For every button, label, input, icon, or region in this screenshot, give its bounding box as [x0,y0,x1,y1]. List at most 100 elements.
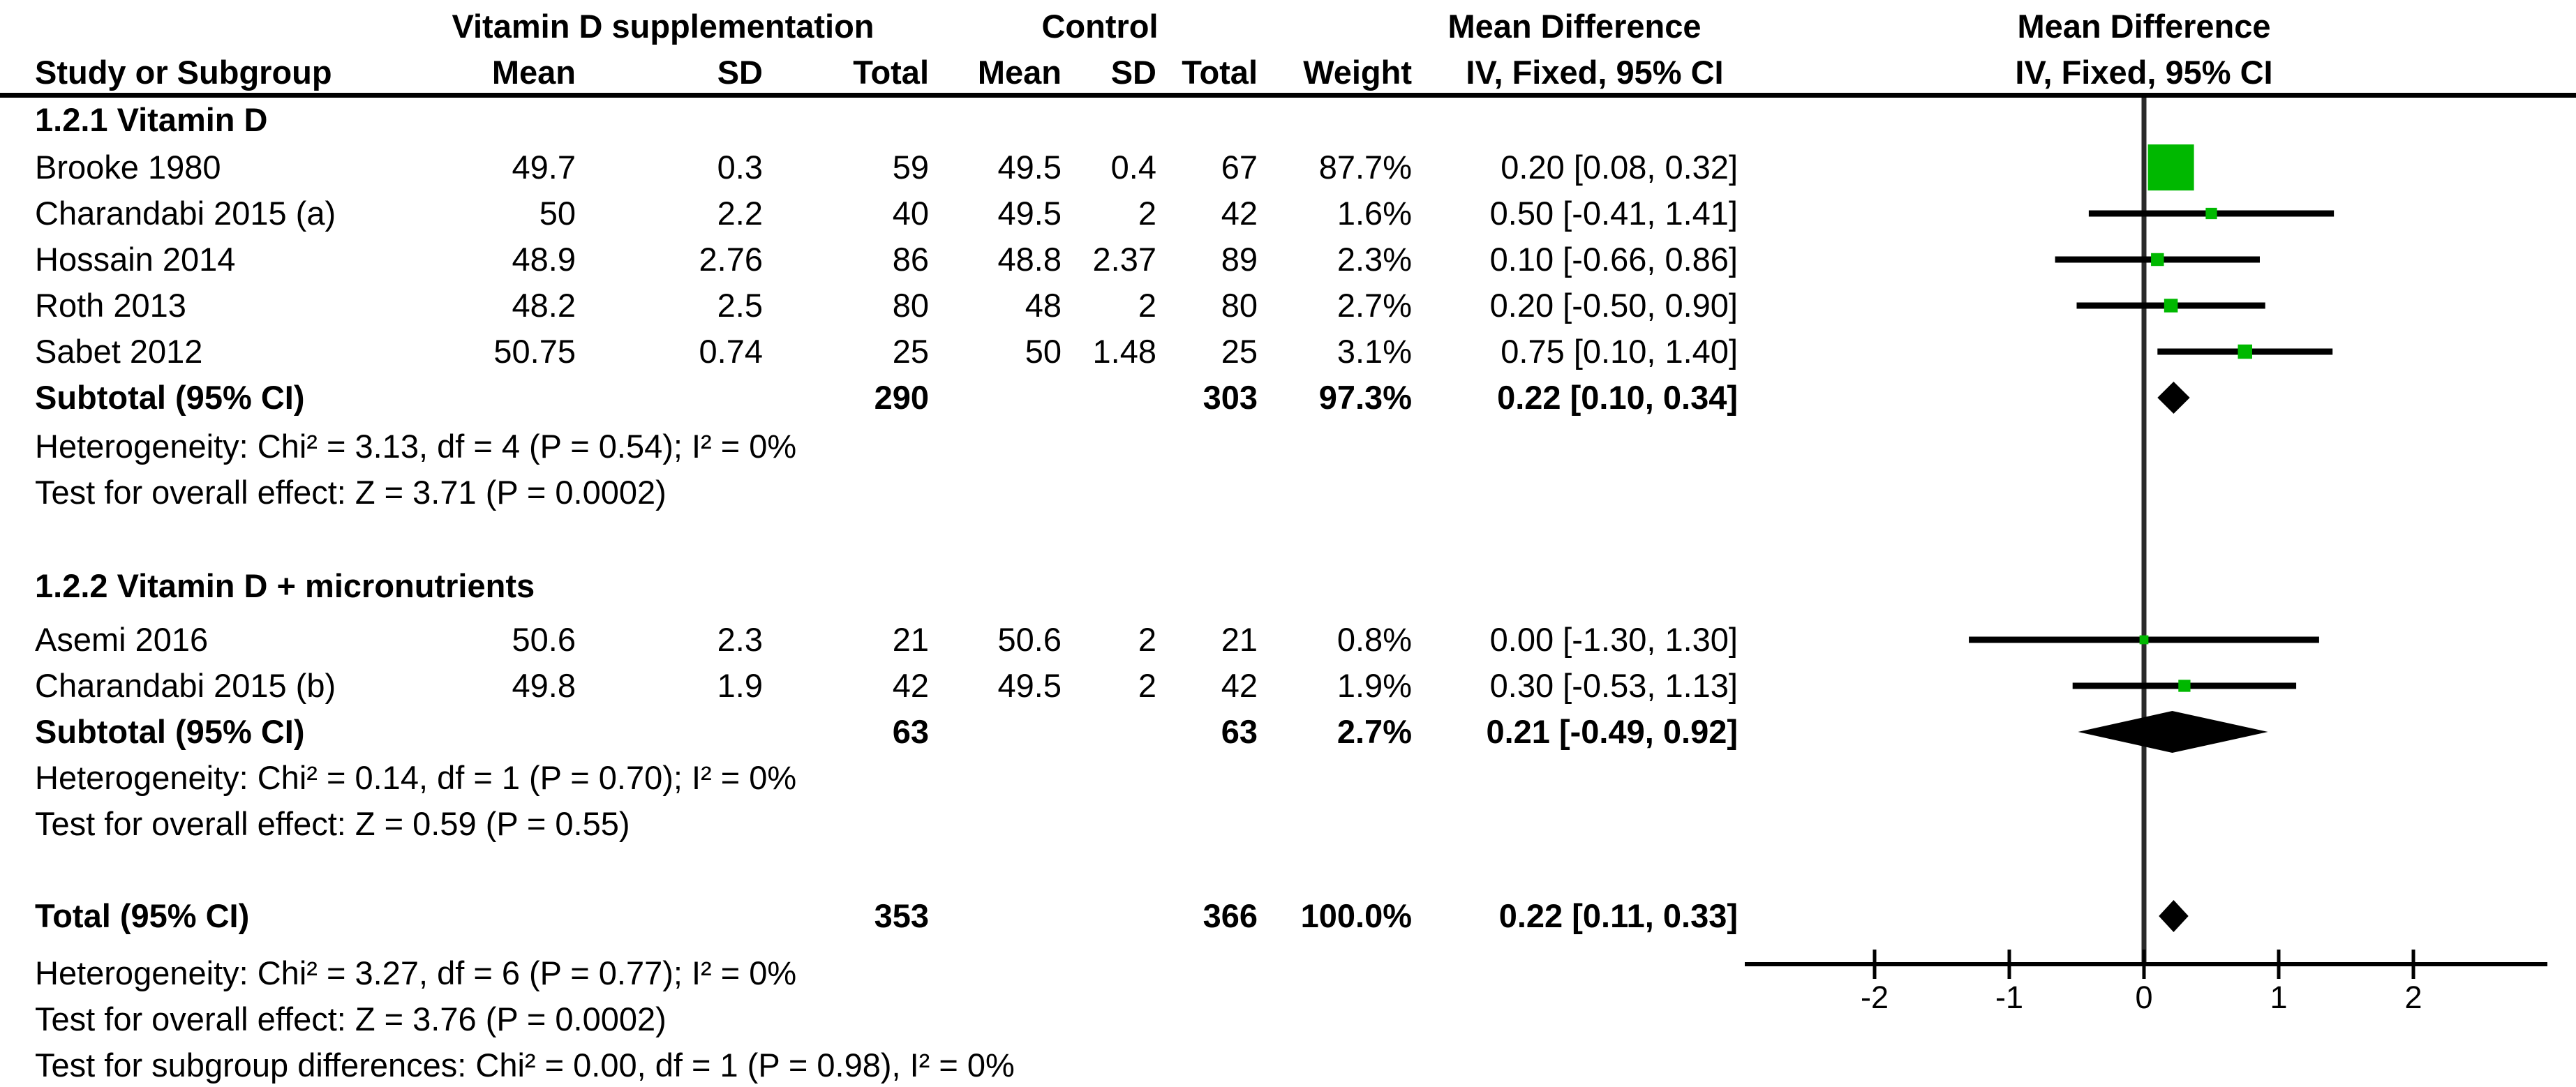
control-mean: 50 [1025,333,1062,370]
header-separator-rule [0,93,2576,98]
study-name: Charandabi 2015 (a) [35,195,336,232]
weight-value: 1.6% [1337,195,1412,232]
ci-value: 0.22 [0.11, 0.33] [1498,897,1738,934]
treat-total: 80 [892,287,929,324]
treat-mean: 50.6 [512,621,576,658]
study-name: Charandabi 2015 (b) [35,667,336,704]
axis-tick-label: 0 [2135,980,2152,1015]
study-marker [2205,207,2217,220]
ci-value: 0.21 [-0.49, 0.92] [1486,713,1738,750]
study-marker [2164,299,2178,313]
ci-value: 0.75 [0.10, 1.40] [1501,333,1738,370]
treat-total: 42 [892,667,929,704]
weight-value: 87.7% [1318,149,1412,186]
weight-value: 2.3% [1337,241,1412,278]
weight-value: 0.8% [1337,621,1412,658]
treat-total: 40 [892,195,929,232]
col-header-total1: Total [853,54,929,91]
control-total: 25 [1221,333,1258,370]
col-header-ci-left: IV, Fixed, 95% CI [1466,54,1724,91]
ci-value: 0.30 [-0.53, 1.13] [1489,667,1738,704]
axis-tick-label: -1 [1995,980,2023,1015]
ci-value: 0.00 [-1.30, 1.30] [1489,621,1738,658]
control-sd: 2 [1138,621,1156,658]
axis-tick-label: -2 [1861,980,1889,1015]
study-name: Roth 2013 [35,287,186,324]
study-marker [2178,680,2191,692]
control-mean: 48 [1025,287,1062,324]
col-header-mean1: Mean [491,54,576,91]
ci-value: 0.20 [-0.50, 0.90] [1489,287,1738,324]
effect-header-right: Mean Difference [2017,8,2271,45]
control-mean: 49.5 [997,195,1062,232]
treat-sd: 2.5 [717,287,763,324]
control-total: 89 [1221,241,1258,278]
heterogeneity-text: Heterogeneity: Chi² = 0.14, df = 1 (P = … [35,759,797,796]
weight-value: 1.9% [1337,667,1412,704]
control-total: 42 [1221,195,1258,232]
treat-total: 63 [892,713,929,750]
col-header-ci-right: IV, Fixed, 95% CI [2015,54,2273,91]
col-header-weight: Weight [1303,54,1412,91]
control-total: 63 [1221,713,1258,750]
weight-value: 2.7% [1337,287,1412,324]
control-sd: 2 [1138,195,1156,232]
weight-value: 97.3% [1318,379,1412,416]
subgroup-difference-text: Test for subgroup differences: Chi² = 0.… [35,1047,1015,1084]
study-name: Brooke 1980 [35,149,221,186]
study-marker [2151,253,2164,267]
treat-mean: 48.9 [512,241,576,278]
col-header-sd2: SD [1110,54,1156,91]
group2-header: Control [1041,8,1159,45]
treat-sd: 0.3 [717,149,763,186]
weight-value: 2.7% [1337,713,1412,750]
control-total: 21 [1221,621,1258,658]
control-sd: 2 [1138,287,1156,324]
control-mean: 50.6 [997,621,1062,658]
treat-total: 290 [874,379,929,416]
study-marker [2147,144,2194,190]
summary-diamond [2078,711,2268,753]
treat-sd: 0.74 [699,333,763,370]
total-label: Total (95% CI) [35,897,250,934]
summary-diamond [2159,900,2189,932]
effect-header-left: Mean Difference [1447,8,1702,45]
subgroup-heading: 1.2.2 Vitamin D + micronutrients [35,567,535,604]
col-header-mean2: Mean [977,54,1062,91]
study-marker [2139,635,2149,645]
ci-value: 0.22 [0.10, 0.34] [1497,379,1738,416]
treat-mean: 48.2 [512,287,576,324]
col-header-study: Study or Subgroup [35,54,332,91]
control-total: 67 [1221,149,1258,186]
control-sd: 1.48 [1092,333,1156,370]
control-mean: 49.5 [997,149,1062,186]
study-marker [2238,344,2252,359]
treat-total: 21 [892,621,929,658]
treat-total: 86 [892,241,929,278]
study-name: Sabet 2012 [35,333,203,370]
control-sd: 2 [1138,667,1156,704]
subgroup-heading: 1.2.1 Vitamin D [35,101,268,138]
treat-sd: 2.3 [717,621,763,658]
treat-total: 353 [874,897,929,934]
treat-total: 25 [892,333,929,370]
group1-header: Vitamin D supplementation [452,8,874,45]
col-header-total2: Total [1182,54,1258,91]
treat-total: 59 [892,149,929,186]
control-total: 366 [1203,897,1258,934]
overall-effect-text: Test for overall effect: Z = 3.76 (P = 0… [35,1000,667,1037]
axis-tick-label: 2 [2404,980,2422,1015]
study-name: Hossain 2014 [35,241,236,278]
weight-value: 100.0% [1300,897,1412,934]
axis-tick-label: 1 [2270,980,2287,1015]
ci-value: 0.20 [0.08, 0.32] [1501,149,1738,186]
treat-mean: 50 [539,195,576,232]
weight-value: 3.1% [1337,333,1412,370]
ci-value: 0.50 [-0.41, 1.41] [1489,195,1738,232]
ci-value: 0.10 [-0.66, 0.86] [1489,241,1738,278]
control-total: 303 [1203,379,1258,416]
control-total: 42 [1221,667,1258,704]
heterogeneity-text: Heterogeneity: Chi² = 3.13, df = 4 (P = … [35,428,797,465]
